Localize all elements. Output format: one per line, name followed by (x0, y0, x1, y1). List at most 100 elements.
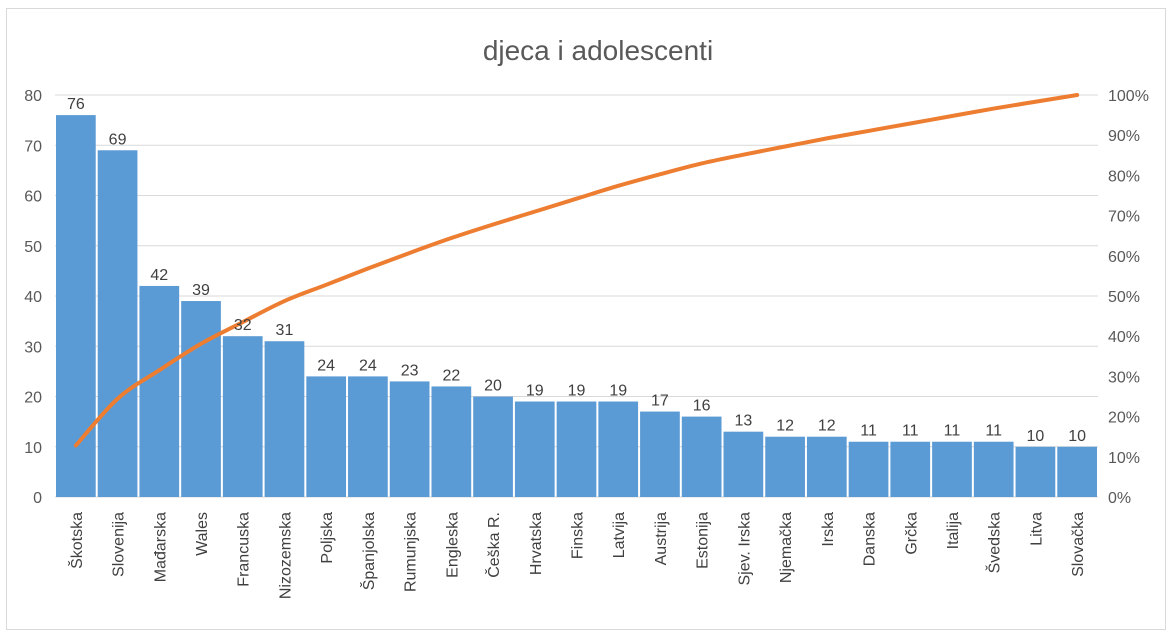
bar (1015, 446, 1056, 497)
chart-title: djeca i adolescenti (483, 35, 713, 66)
bar-value-label: 76 (67, 96, 85, 113)
category-label: Poljska (319, 512, 336, 564)
y-tick-label: 30 (24, 339, 42, 356)
category-label: Škotska (67, 512, 86, 569)
bar-series (56, 115, 1097, 497)
category-label: Francuska (236, 512, 253, 587)
category-label: Danska (862, 512, 879, 566)
bar-value-label: 12 (818, 418, 836, 435)
bar (389, 381, 430, 497)
category-label: Nizozemska (277, 512, 294, 599)
bar-value-label: 19 (609, 383, 627, 400)
bar (681, 416, 722, 497)
bar-value-label: 16 (693, 398, 711, 415)
bar (264, 341, 305, 497)
category-label: Španjolska (359, 512, 378, 590)
cumulative-percent-line (73, 93, 1080, 448)
bar (598, 401, 639, 497)
bar (222, 336, 263, 497)
bar (514, 401, 555, 497)
y-tick-label: 80 (24, 88, 42, 105)
category-label: Češka R. (484, 512, 503, 578)
x-axis: Škotska Slovenija Mađarska Wales Francuska Ni… (67, 512, 1087, 599)
bar-value-label: 10 (1027, 428, 1045, 445)
bar-value-label: 24 (359, 357, 377, 374)
y2-tick-label: 20% (1108, 410, 1140, 427)
bar (848, 441, 889, 497)
bar (890, 441, 931, 497)
category-label: Hrvatska (528, 512, 545, 575)
bar-value-label: 23 (401, 362, 419, 379)
bar (473, 396, 513, 497)
bar (1057, 446, 1097, 497)
bar (556, 401, 597, 497)
y2-tick-label: 70% (1108, 209, 1140, 226)
category-label: Engleska (444, 512, 461, 578)
bar (723, 431, 764, 497)
y2-tick-label: 50% (1108, 289, 1140, 306)
bar-value-label: 11 (902, 423, 919, 440)
bar-value-label: 19 (526, 383, 544, 400)
y2-tick-label: 0% (1108, 490, 1131, 507)
bar-value-label: 20 (484, 378, 502, 395)
y-tick-label: 60 (24, 189, 42, 206)
bar-value-label: 32 (234, 317, 252, 334)
y-tick-label: 10 (24, 440, 42, 457)
bar (765, 436, 805, 497)
category-label: Grčka (903, 512, 920, 555)
y2-tick-label: 90% (1108, 128, 1140, 145)
category-label: Slovenija (111, 512, 128, 577)
bar-value-label: 22 (442, 367, 460, 384)
bar (56, 115, 96, 497)
category-label: Sjev. Irska (736, 512, 753, 586)
y-tick-label: 40 (24, 289, 42, 306)
y2-tick-label: 40% (1108, 329, 1140, 346)
y-axis-left: 0 10 20 30 40 50 60 70 80 (24, 88, 42, 507)
category-label: Njemačka (778, 512, 795, 583)
y-tick-label: 20 (24, 390, 42, 407)
bar-value-label: 31 (276, 322, 294, 339)
y2-tick-label: 60% (1108, 249, 1140, 266)
bar-value-label: 10 (1068, 428, 1086, 445)
y-axis-right: 0% 10% 20% 30% 40% 50% 60% 70% 80% 90% 100% (1108, 88, 1149, 507)
data-labels: 76 69 42 39 32 31 24 24 23 22 20 19 19 19 17 16 13 12 12 11… (67, 96, 1086, 445)
category-label: Mađarska (152, 512, 169, 582)
category-label: Latvija (611, 512, 628, 558)
category-label: Rumunjska (403, 512, 420, 592)
bar-value-label: 11 (860, 423, 877, 440)
bar (640, 411, 680, 497)
bar (181, 301, 221, 497)
bar (806, 436, 847, 497)
bar (306, 376, 347, 497)
y-tick-label: 0 (33, 490, 42, 507)
category-label: Finska (570, 512, 587, 559)
category-label: Italija (945, 512, 962, 549)
bar-value-label: 17 (651, 393, 669, 410)
category-label: Litva (1028, 512, 1045, 546)
y2-tick-label: 80% (1108, 168, 1140, 185)
bar (973, 441, 1014, 497)
bar-value-label: 39 (192, 282, 210, 299)
y2-tick-label: 10% (1108, 450, 1140, 467)
category-label: Švedska (985, 512, 1004, 573)
bar-value-label: 42 (150, 267, 168, 284)
category-label: Irska (820, 512, 837, 547)
bar (348, 376, 388, 497)
category-label: Slovačka (1070, 512, 1087, 577)
bar-value-label: 11 (985, 423, 1002, 440)
cumulative-line-series (73, 93, 1080, 448)
y-tick-label: 70 (24, 138, 42, 155)
bar-value-label: 24 (317, 357, 335, 374)
bar (431, 386, 472, 497)
y-tick-label: 50 (24, 239, 42, 256)
bar-value-label: 19 (568, 383, 586, 400)
category-label: Wales (194, 512, 211, 556)
bar (932, 441, 972, 497)
category-label: Austrija (653, 512, 670, 565)
bar-value-label: 11 (944, 423, 961, 440)
bar-value-label: 13 (734, 413, 752, 430)
bar-value-label: 69 (109, 131, 127, 148)
bar (139, 285, 180, 497)
bar (97, 150, 138, 497)
